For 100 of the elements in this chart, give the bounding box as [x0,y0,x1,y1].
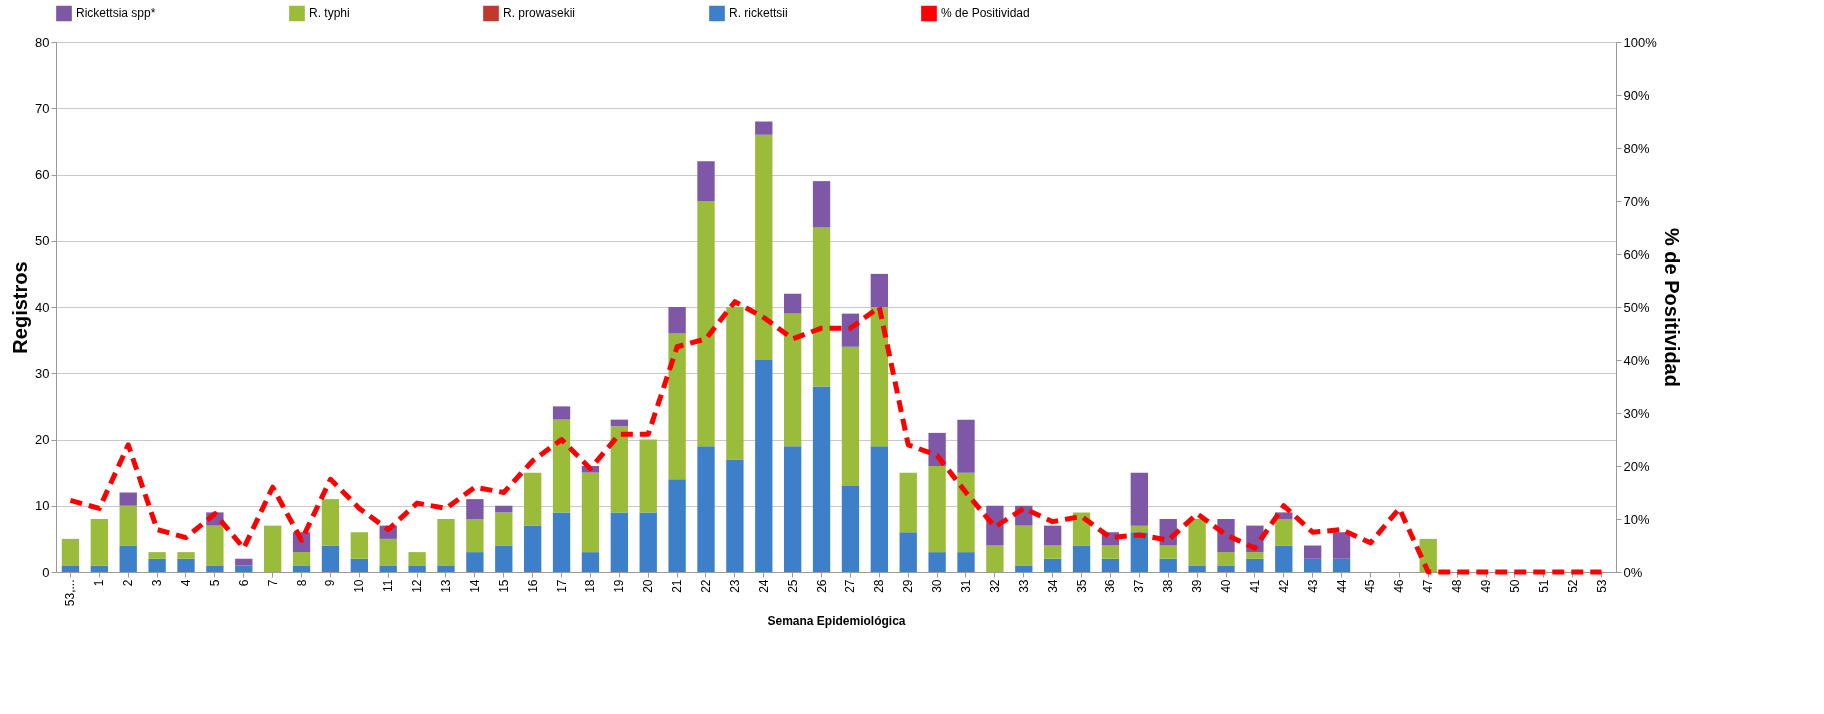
y-tick-label: 50 [35,233,50,249]
y2-tick-label: 80% [1623,140,1650,156]
bar [755,360,773,572]
bar [697,161,715,201]
x-tick-label: 37 [1132,579,1147,593]
bar [957,419,975,473]
x-tick-label: 35 [1074,579,1089,593]
x-tick-label: 51 [1536,579,1551,593]
bar [1246,552,1264,559]
bar [1188,565,1206,572]
bar [119,492,137,506]
bar [784,313,802,447]
bar [610,512,628,572]
x-tick-label: 3 [150,579,165,587]
bar [581,552,600,572]
bar [1304,545,1322,559]
x-tick-label: 38 [1161,579,1176,593]
bar [437,565,455,572]
x-tick-label: 25 [785,579,800,593]
x-tick-label: 31 [959,579,973,593]
bar [177,552,195,559]
bar [1246,558,1264,572]
bar [292,552,311,566]
bar [206,525,224,566]
bar [61,538,80,566]
bar [899,532,917,572]
bar [1275,545,1293,572]
bar [697,201,715,447]
bar [61,565,80,572]
bar [812,181,831,228]
x-tick-label: 6 [236,579,251,587]
x-tick-label: 21 [670,579,685,593]
bar [90,565,108,572]
y-tick-label: 70 [35,100,50,116]
bar [755,134,773,360]
bar [1332,558,1351,572]
bar [581,472,600,553]
y2-axis-title: % de Positividad [1660,228,1683,387]
x-tick-label: 44 [1334,579,1349,593]
bar [1332,532,1351,559]
y2-tick-label: 10% [1623,511,1650,527]
x-tick-label: 40 [1219,579,1233,593]
x-tick-label: 41 [1247,579,1262,593]
bar [1275,519,1293,546]
bar [1101,545,1120,559]
bar [90,519,108,566]
bar [957,472,975,553]
bar [1217,565,1235,572]
bar [466,499,484,519]
legend-label: Rickettsia spp* [76,6,156,21]
legend-label: R. prowasekii [503,6,576,21]
bar [206,565,224,572]
bar [321,499,340,546]
x-tick-label: 39 [1190,579,1205,593]
x-tick-label: 16 [525,579,540,593]
x-tick-label: 50 [1507,579,1522,593]
bar [408,565,426,572]
x-tick-label: 4 [179,579,193,587]
bar [610,426,628,513]
bar [1217,552,1235,566]
bar [437,519,455,566]
x-tick-label: 20 [641,579,656,593]
x-tick-label: 10 [352,579,367,593]
x-tick-label: 2 [121,579,136,587]
x-tick-label: 45 [1363,579,1378,593]
x-tick-label: 30 [930,579,945,593]
x-tick-label: 13 [439,579,453,593]
y2-tick-label: 90% [1623,87,1650,103]
bar [524,525,542,572]
x-tick-label: 5 [207,579,222,587]
x-tick-label: 49 [1479,579,1493,593]
bar [119,505,137,546]
bar [870,273,888,307]
x-tick-label: 34 [1045,579,1060,593]
bar [668,333,686,480]
x-tick-label: 24 [756,579,771,593]
y-tick-label: 80 [35,34,50,50]
bar [1044,558,1062,572]
x-tick-label: 28 [872,579,887,593]
bar [148,552,166,559]
y2-tick-label: 70% [1623,193,1650,209]
bar [841,485,860,572]
bar [668,307,686,334]
x-tick-label: 19 [612,579,627,593]
x-tick-label: 17 [554,579,569,593]
x-tick-label: 53,... [63,579,78,607]
bar [668,479,686,572]
bar [1015,525,1033,566]
x-tick-label: 11 [381,579,396,592]
bar [321,545,340,572]
x-tick-label: 42 [1276,579,1291,593]
x-tick-label: 53 [1594,579,1609,593]
bar [1159,545,1177,559]
bar [870,446,888,572]
x-tick-label: 29 [901,579,916,593]
x-tick-label: 47 [1421,579,1436,593]
bar [1188,519,1206,566]
x-tick-label: 48 [1450,579,1465,593]
x-tick-label: 23 [727,579,742,593]
bar [379,538,397,566]
